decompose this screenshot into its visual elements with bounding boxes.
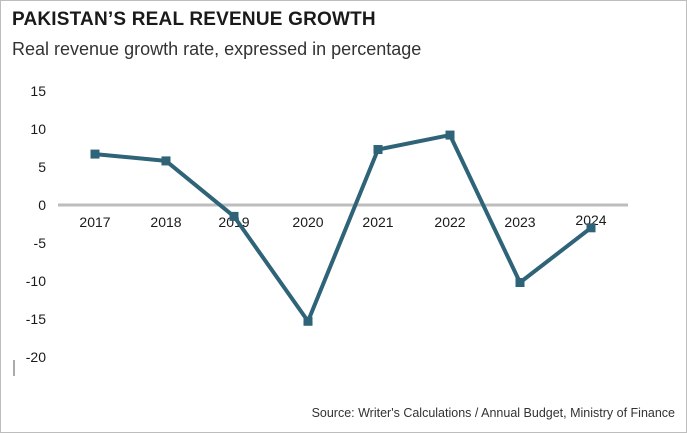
x-tick-label: 2024 <box>575 212 606 228</box>
x-tick-label: 2021 <box>362 214 393 230</box>
y-tick-label: 0 <box>38 197 46 213</box>
y-tick-label: 5 <box>38 159 46 175</box>
chart-subtitle: Real revenue growth rate, expressed in p… <box>12 39 422 59</box>
x-tick-label: 2023 <box>504 214 535 230</box>
y-tick-label: 15 <box>30 83 46 99</box>
chart-title: PAKISTAN’S REAL REVENUE GROWTH <box>12 9 376 30</box>
x-tick-label: 2018 <box>150 214 181 230</box>
y-tick-label: -20 <box>26 349 46 365</box>
series-line <box>93 133 593 324</box>
data-point <box>373 145 383 155</box>
x-tick-label: 2020 <box>292 214 323 230</box>
x-tick-label: 2017 <box>79 214 110 230</box>
data-point <box>229 211 239 221</box>
x-tick-label: 2022 <box>434 214 465 230</box>
data-point <box>515 278 525 288</box>
data-point <box>161 156 171 166</box>
data-point <box>586 223 596 233</box>
source-note: Source: Writer's Calculations / Annual B… <box>311 406 675 420</box>
y-tick-label: 10 <box>30 121 46 137</box>
data-point <box>445 130 455 140</box>
y-tick-label: -10 <box>26 273 46 289</box>
data-point <box>303 316 313 326</box>
data-point <box>90 149 100 159</box>
y-tick-label: -5 <box>34 235 47 251</box>
y-tick-label: -15 <box>26 311 46 327</box>
series-group <box>90 130 596 326</box>
y-axis-ticks: 15 10 5 0 -5 -10 -15 -20 <box>26 83 46 365</box>
x-axis-ticks: 2017 2018 2019 2020 2021 2022 2023 2024 <box>79 212 606 230</box>
